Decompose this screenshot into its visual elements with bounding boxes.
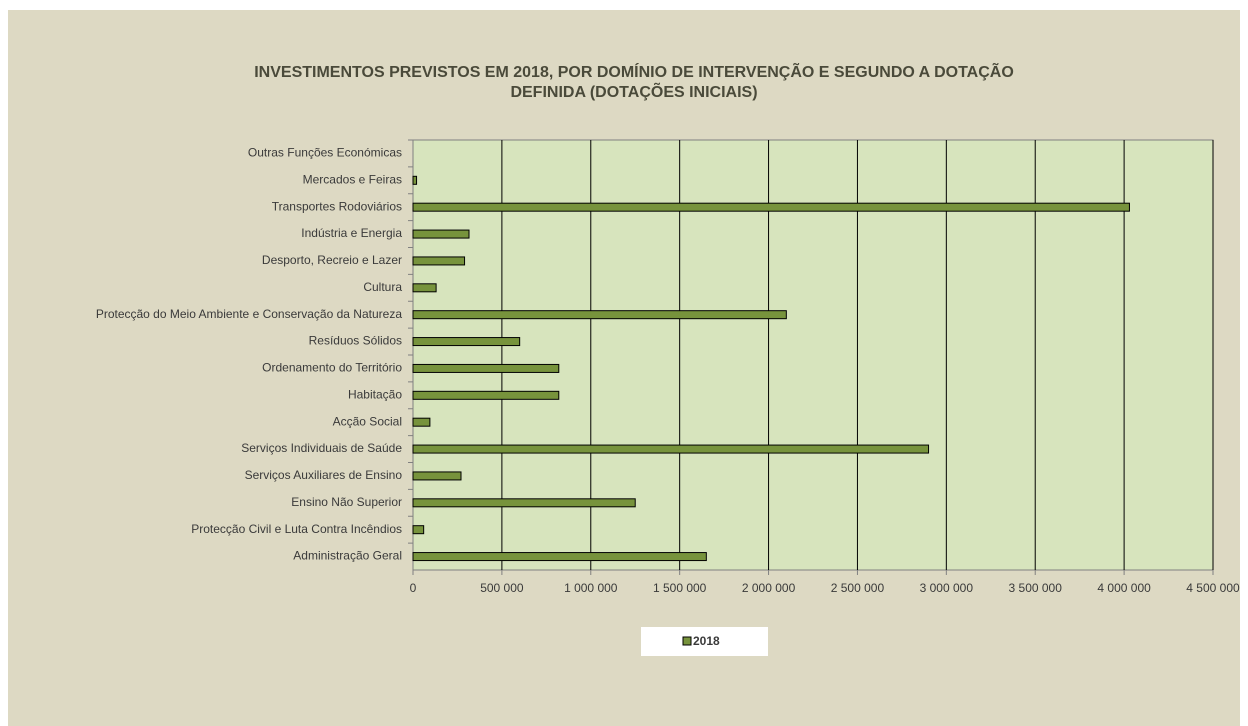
bar bbox=[412, 256, 466, 266]
legend-label: 2018 bbox=[693, 634, 720, 648]
bar bbox=[412, 310, 787, 320]
y-tick-label: Acção Social bbox=[333, 414, 402, 428]
y-tick-label: Cultura bbox=[363, 280, 402, 294]
bar bbox=[412, 390, 560, 400]
y-tick-label: Protecção do Meio Ambiente e Conservação… bbox=[96, 307, 403, 321]
legend-box bbox=[641, 627, 768, 656]
bar bbox=[412, 363, 560, 373]
y-tick-label: Transportes Rodoviários bbox=[272, 199, 402, 213]
bar bbox=[412, 283, 437, 293]
bar bbox=[412, 498, 636, 508]
y-tick-label: Mercados e Feiras bbox=[303, 172, 402, 186]
y-tick-label: Resíduos Sólidos bbox=[309, 334, 402, 348]
x-tick-label: 1 500 000 bbox=[653, 581, 707, 595]
y-tick-label: Desporto, Recreio e Lazer bbox=[262, 253, 402, 267]
bar bbox=[412, 444, 930, 454]
bar bbox=[412, 471, 462, 481]
x-tick-label: 2 000 000 bbox=[742, 581, 796, 595]
y-tick-label: Serviços Individuais de Saúde bbox=[241, 441, 402, 455]
x-tick-label: 0 bbox=[410, 581, 417, 595]
y-tick-label: Ordenamento do Território bbox=[262, 361, 402, 375]
legend-swatch bbox=[682, 636, 692, 646]
y-tick-label: Protecção Civil e Luta Contra Incêndios bbox=[191, 522, 402, 536]
chart-title: DEFINIDA (DOTAÇÕES INICIAIS) bbox=[510, 81, 757, 101]
x-tick-label: 3 000 000 bbox=[920, 581, 974, 595]
bar bbox=[412, 175, 418, 185]
bar bbox=[412, 525, 425, 535]
x-tick-label: 500 000 bbox=[480, 581, 524, 595]
bar bbox=[412, 417, 431, 427]
y-tick-label: Outras Funções Económicas bbox=[248, 146, 402, 160]
x-tick-label: 4 000 000 bbox=[1097, 581, 1151, 595]
y-tick-label: Indústria e Energia bbox=[301, 226, 402, 240]
y-tick-label: Ensino Não Superior bbox=[291, 495, 402, 509]
bar bbox=[412, 202, 1130, 212]
chart-title: INVESTIMENTOS PREVISTOS EM 2018, POR DOM… bbox=[254, 61, 1014, 81]
x-tick-label: 2 500 000 bbox=[831, 581, 885, 595]
y-tick-label: Administração Geral bbox=[293, 549, 402, 563]
y-tick-label: Serviços Auxiliares de Ensino bbox=[245, 468, 403, 482]
y-tick-label: Habitação bbox=[348, 387, 402, 401]
x-tick-label: 4 500 000 bbox=[1186, 581, 1240, 595]
x-tick-label: 3 500 000 bbox=[1009, 581, 1063, 595]
x-tick-label: 1 000 000 bbox=[564, 581, 618, 595]
bar bbox=[412, 337, 521, 347]
bar bbox=[412, 229, 470, 239]
bar bbox=[412, 552, 707, 562]
